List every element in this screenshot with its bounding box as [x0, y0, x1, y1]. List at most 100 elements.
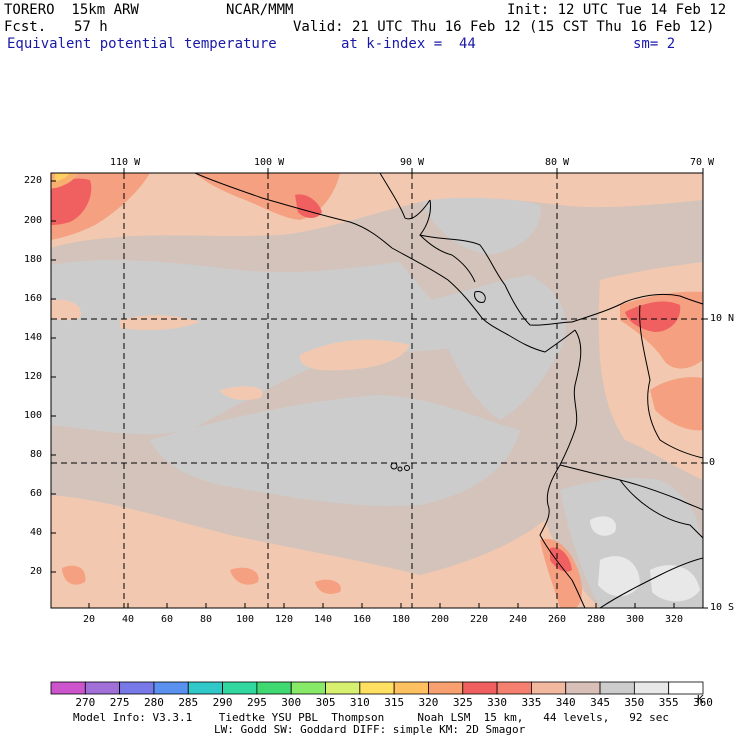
field-335-patch-sw-a: [62, 565, 86, 585]
grid-x-label: 300: [626, 614, 645, 625]
lon-label-100w: 100 W: [254, 157, 285, 168]
field-340-band-a: [299, 339, 410, 371]
galapagos-island-b: [397, 466, 403, 472]
grid-y-label: 180: [24, 254, 43, 265]
colorbar-swatch: [496, 681, 532, 695]
coastlines: [194, 173, 703, 608]
lon-label-70w: 70 W: [690, 157, 715, 168]
physics-info-line: LW: Godd SW: Goddard DIFF: simple KM: 2D…: [214, 723, 526, 736]
forecast-hour: 57 h: [74, 19, 108, 35]
org-label: NCAR/MMM: [226, 2, 294, 18]
forecast-label: Fcst.: [4, 19, 47, 35]
level-info: at k-index = 44: [341, 36, 476, 52]
colorbar-label: 310: [349, 696, 370, 709]
field-340-band-b: [120, 315, 200, 330]
colorbar-swatch: [599, 681, 635, 695]
colorbar-swatch: [633, 681, 670, 695]
border-central-america-b: [451, 254, 476, 283]
colorbar-label: 280: [144, 696, 164, 709]
colorbar-swatch: [119, 681, 155, 695]
field-315-nw: [55, 173, 70, 181]
field-335-patch-sw-c: [315, 579, 341, 594]
border-colombia-brazil: [619, 479, 703, 539]
coast-central-america-pacific: [391, 247, 576, 353]
coast-colombia-pacific: [559, 329, 582, 466]
field-340-south: [51, 495, 600, 608]
colorbar-label: 290: [212, 696, 233, 709]
border-colombia-venezuela: [639, 304, 703, 459]
grid-x-label: 20: [83, 614, 96, 625]
grid-y-label: 120: [24, 371, 43, 382]
field-330-gulf: [295, 194, 322, 218]
valid-time: Valid: 21 UTC Thu 16 Feb 12 (15 CST Thu …: [293, 19, 715, 35]
init-time: Init: 12 UTC Tue 14 Feb 12: [507, 2, 727, 18]
grid-y-label: 160: [24, 293, 43, 304]
lake-nicaragua: [474, 291, 486, 303]
grid-x-label: 40: [122, 614, 135, 625]
colorbar-swatch: [325, 681, 361, 695]
smoothing-info: sm= 2: [633, 36, 676, 52]
map-frame: [50, 172, 704, 609]
grid-x-label: 140: [314, 614, 333, 625]
field-335-patch-sw-b: [230, 567, 259, 585]
colorbar-swatch: [668, 681, 704, 695]
border-central-america-a: [419, 234, 453, 256]
colorbar-swatch: [462, 681, 498, 695]
colorbar-label: 360: [693, 696, 713, 709]
colorbar-label: 320: [418, 696, 439, 709]
lat-label-0: 0: [709, 457, 716, 468]
coast-ecuador-peru: [539, 464, 586, 608]
field-330-peru: [550, 547, 572, 572]
colorbar-swatch: [359, 681, 395, 695]
coast-mexico-pacific: [194, 173, 393, 249]
colorbar-label: 315: [384, 696, 405, 709]
grid-x-label: 100: [236, 614, 255, 625]
colorbar-swatch: [50, 681, 86, 695]
field-340-north: [51, 173, 703, 248]
model-title: TORERO 15km ARW: [4, 2, 139, 18]
colorbar-swatch: [531, 681, 567, 695]
grid-x-label: 260: [548, 614, 567, 625]
field-350-west: [51, 260, 470, 435]
galapagos-island-c: [404, 465, 410, 471]
grid-x-label: 200: [431, 614, 450, 625]
coast-yucatan: [379, 173, 431, 220]
grid-y-label: 100: [24, 410, 43, 421]
grid-x-label: 60: [161, 614, 174, 625]
colorbar-label: 285: [178, 696, 199, 709]
colorbar-label: 355: [658, 696, 679, 709]
theta-e-field: [51, 173, 703, 608]
colorbar-swatch: [428, 681, 464, 695]
field-355-patch-c: [590, 516, 616, 536]
lon-label-80w: 80 W: [545, 157, 570, 168]
model-info-line: Model Info: V3.3.1 Tiedtke YSU PBL Thomp…: [73, 711, 670, 724]
field-350-central: [150, 395, 520, 506]
border-ecuador-peru: [559, 464, 703, 511]
field-350-east: [430, 275, 566, 420]
grid-x-label: 120: [275, 614, 294, 625]
field-340-band-d: [220, 386, 263, 400]
colorbar: [50, 681, 704, 695]
colorbar-swatch: [84, 681, 121, 695]
colorbar-swatch: [290, 681, 326, 695]
field-name: Equivalent potential temperature: [7, 36, 277, 52]
grid-x-label: 160: [353, 614, 372, 625]
field-330-caribbean: [625, 301, 681, 332]
grid-x-label: 240: [509, 614, 528, 625]
grid-y-label: 20: [30, 566, 43, 577]
colorbar-swatch: [393, 681, 429, 695]
grid-y-label: 40: [30, 527, 43, 538]
field-355-patch-a: [598, 556, 640, 597]
coast-caribbean-south: [571, 293, 703, 323]
colorbar-label: 275: [109, 696, 130, 709]
colorbar-label: 335: [521, 696, 542, 709]
grid-y-label: 80: [30, 449, 43, 460]
colorbar-label: 345: [590, 696, 610, 709]
grid-y-label: 200: [24, 215, 43, 226]
field-330-nw: [51, 178, 92, 225]
colorbar-swatch: [153, 681, 189, 695]
field-335-venezuela: [650, 377, 703, 431]
colorbar-label: 305: [315, 696, 336, 709]
grid-x-label: 80: [200, 614, 213, 625]
